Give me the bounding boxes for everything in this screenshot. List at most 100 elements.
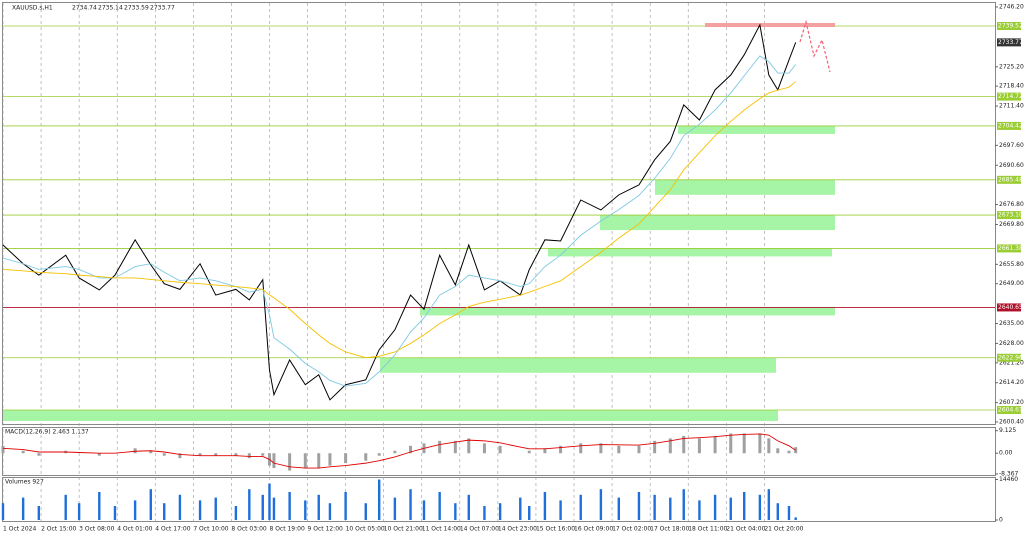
volume-bar <box>317 494 320 520</box>
y-tick-label: 2614.20 <box>999 379 1024 386</box>
level-label-bg <box>997 175 1021 184</box>
macd-bar <box>767 438 771 454</box>
volume-bar <box>794 517 797 520</box>
macd-bar <box>617 445 621 454</box>
volume-bar <box>214 497 217 520</box>
volume-bar <box>637 492 641 520</box>
macd-bar <box>697 438 701 454</box>
macd-bar <box>787 450 791 454</box>
level-label: 2704.42 <box>998 122 1023 129</box>
macd-bar <box>162 453 166 456</box>
ohlc-value: 2733.77 <box>150 5 175 12</box>
level-label: 2739.52 <box>998 23 1023 30</box>
ohlc-value: 2733.59 <box>124 5 149 12</box>
y-tick-label: 2676.80 <box>999 201 1024 208</box>
volume-bar <box>77 503 81 520</box>
macd-bar <box>559 445 563 454</box>
volume-bar <box>198 500 202 520</box>
volume-bar <box>1 503 5 520</box>
y-tick-label: 2669.80 <box>999 221 1024 228</box>
x-tick-label: 16 Oct 09:00 <box>574 526 613 533</box>
macd-bar <box>377 453 381 456</box>
macd-bar <box>328 453 332 466</box>
level-label: 2714.72 <box>998 93 1023 100</box>
y-tick-label: 2725.20 <box>999 63 1024 70</box>
macd-title: MACD(12,26,9) 2.463 1.137 <box>5 429 89 436</box>
x-tick-label: 8 Oct 03:00 <box>231 526 266 533</box>
volume-bar <box>519 497 522 520</box>
volume-bar <box>64 494 67 520</box>
x-tick-label: 1 Oct 2024 <box>3 526 36 533</box>
level-label: 2640.65 <box>998 304 1023 311</box>
x-tick-label: 15 Oct 16:00 <box>536 526 575 533</box>
y-tick-label: 2621.20 <box>999 359 1024 366</box>
volume-bar <box>234 506 238 520</box>
macd-bar <box>438 440 442 454</box>
macd-bar <box>527 450 531 454</box>
volume-bar <box>268 483 271 520</box>
volume-bar <box>163 503 166 520</box>
volume-bar <box>377 479 381 520</box>
volume-bar <box>272 497 276 520</box>
current-price: 2733.77 <box>998 39 1023 46</box>
volume-bar <box>178 494 182 520</box>
macd-bar <box>467 438 471 454</box>
macd-bar <box>261 453 265 456</box>
y-tick-label: 0 <box>999 517 1003 524</box>
y-tick-label: 2746.20 <box>999 4 1024 11</box>
macd-bar <box>214 453 218 456</box>
x-tick-label: 3 Oct 08:00 <box>79 526 114 533</box>
volume-bar <box>653 494 656 520</box>
macd-bar <box>149 450 153 454</box>
y-tick-label: 14460 <box>999 476 1018 483</box>
volume-bar <box>113 506 117 520</box>
volume-bar <box>149 489 152 520</box>
macd-bar <box>729 433 733 454</box>
y-tick-label: 2635.00 <box>999 320 1024 327</box>
macd-bar <box>682 435 686 454</box>
volume-bar <box>787 506 791 520</box>
price-line <box>2 23 797 401</box>
macd-bar <box>303 453 307 469</box>
level-label-bg <box>997 406 1021 415</box>
volume-bar <box>617 497 621 520</box>
macd-bar <box>344 453 348 464</box>
volume-bar <box>713 494 717 520</box>
volume-bar <box>559 500 562 520</box>
volume-bar <box>467 494 470 520</box>
level-label-bg <box>997 244 1021 253</box>
level-label: 2604.61 <box>998 407 1023 414</box>
volume-title: Volumes 927 <box>5 479 44 486</box>
y-tick-label: 2600.40 <box>999 419 1024 426</box>
x-tick-label: 2 Oct 15:00 <box>41 526 76 533</box>
level-label: 2673.10 <box>998 212 1023 219</box>
level-label-bg <box>997 22 1021 31</box>
macd-bar <box>599 443 603 454</box>
x-tick-label: 10 Oct 21:00 <box>384 526 423 533</box>
volume-bar <box>364 503 367 520</box>
y-tick-label: 2607.20 <box>999 399 1024 406</box>
x-tick-label: 21 Oct 04:00 <box>726 526 765 533</box>
macd-bar <box>364 453 368 461</box>
level-label: 2622.96 <box>998 354 1023 361</box>
macd-bar <box>758 433 762 454</box>
macd-bar <box>409 445 413 454</box>
ohlc: 2734.74 2735.14 2733.59 2733.77 <box>72 5 175 12</box>
volume-panel <box>2 477 996 522</box>
level-label-bg <box>997 121 1021 130</box>
macd-bar <box>668 438 672 454</box>
volume-bar <box>543 492 547 520</box>
level-label: 2661.38 <box>998 245 1023 252</box>
current-price-bg <box>997 38 1021 47</box>
volume-bar <box>758 494 762 520</box>
x-tick-label: 14 Oct 23:00 <box>498 526 537 533</box>
ohlc-value: 2734.74 <box>72 5 97 12</box>
volume-bar <box>344 492 347 520</box>
volume-bar <box>528 506 531 520</box>
macd-bar <box>37 453 41 456</box>
volume-bar <box>409 489 412 520</box>
projection-arrow <box>799 19 831 73</box>
price-line <box>2 55 797 387</box>
macd-bar <box>198 453 202 456</box>
